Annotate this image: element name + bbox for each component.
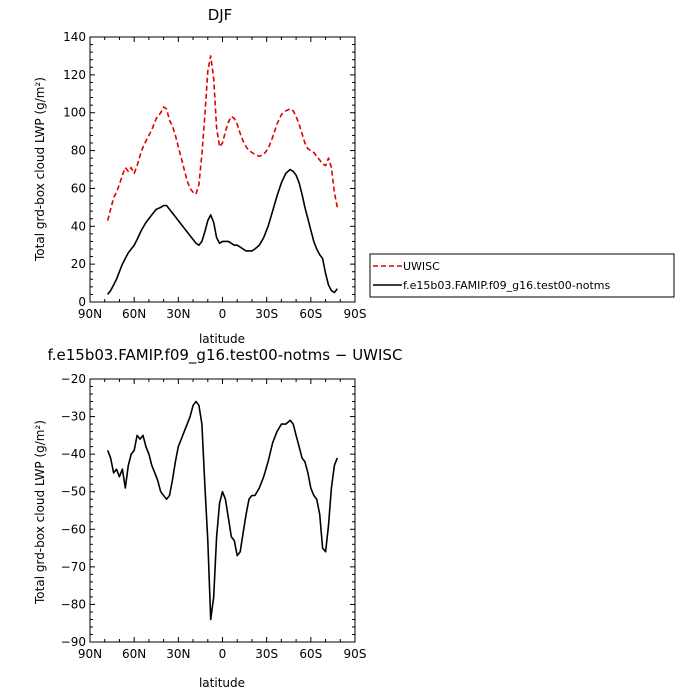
top-y-tick-label: 100 bbox=[63, 106, 86, 120]
top-series-line-0 bbox=[106, 55, 339, 221]
bottom-y-tick-label: −50 bbox=[61, 485, 86, 499]
top-x-tick-label: 60S bbox=[299, 307, 322, 321]
bottom-x-tick-label: 90S bbox=[344, 647, 367, 661]
top-series-line-1 bbox=[107, 168, 338, 295]
bottom-y-tick-label: −90 bbox=[61, 635, 86, 649]
bottom-y-tick-label: −40 bbox=[61, 447, 86, 461]
top-x-tick-label: 30S bbox=[255, 307, 278, 321]
top-chart-title: DJF bbox=[208, 6, 233, 24]
bottom-chart-title: f.e15b03.FAMIP.f09_g16.test00-notms − UW… bbox=[48, 346, 403, 365]
bottom-x-tick-label: 0 bbox=[219, 647, 227, 661]
bottom-x-tick-label: 30N bbox=[166, 647, 190, 661]
bottom-plot-frame bbox=[89, 378, 356, 643]
top-y-tick-label: 80 bbox=[71, 144, 86, 158]
top-y-tick-label: 140 bbox=[63, 30, 86, 44]
bottom-y-tick-label: −70 bbox=[61, 560, 86, 574]
top-x-tick-label: 30N bbox=[166, 307, 190, 321]
top-y-tick-label: 20 bbox=[71, 257, 86, 271]
bottom-chart-axes: 90N 60N 30N 0 30S 60S 90S −90 −80 −70 −60 −50 −40 −30… bbox=[61, 372, 367, 661]
top-y-axis-label: Total grd-box cloud LWP (g/m²) bbox=[33, 77, 47, 262]
top-plot-frame bbox=[89, 36, 356, 303]
legend-label-uwisc: UWISC bbox=[403, 260, 440, 273]
bottom-x-tick-label: 90N bbox=[78, 647, 102, 661]
bottom-x-tick-label: 60N bbox=[122, 647, 146, 661]
top-y-tick-label: 120 bbox=[63, 68, 86, 82]
top-x-tick-label: 60N bbox=[122, 307, 146, 321]
top-x-tick-label: 0 bbox=[219, 307, 227, 321]
bottom-y-tick-label: −30 bbox=[61, 410, 86, 424]
bottom-y-axis-label: Total grd-box cloud LWP (g/m²) bbox=[33, 420, 47, 605]
legend: UWISC f.e15b03.FAMIP.f09_g16.test00-notm… bbox=[369, 253, 675, 298]
top-y-tick-label: 60 bbox=[71, 181, 86, 195]
bottom-x-tick-label: 60S bbox=[299, 647, 322, 661]
bottom-x-axis-label: latitude bbox=[199, 676, 245, 690]
top-x-tick-label: 90S bbox=[344, 307, 367, 321]
legend-label-model: f.e15b03.FAMIP.f09_g16.test00-notms bbox=[403, 279, 610, 292]
bottom-series-line-0 bbox=[106, 400, 339, 621]
legend-box bbox=[369, 253, 675, 298]
bottom-y-tick-label: −20 bbox=[61, 372, 86, 386]
bottom-y-tick-label: −60 bbox=[61, 522, 86, 536]
top-chart-axes: 90N 60N 30N 0 30S 60S 90S 0 20 40 60 80 100 120 140 bbox=[63, 30, 366, 321]
bottom-y-tick-label: −80 bbox=[61, 597, 86, 611]
top-x-axis-label: latitude bbox=[199, 332, 245, 346]
top-y-tick-label: 0 bbox=[78, 295, 86, 309]
top-y-tick-label: 40 bbox=[71, 219, 86, 233]
top-x-tick-label: 90N bbox=[78, 307, 102, 321]
bottom-x-tick-label: 30S bbox=[255, 647, 278, 661]
